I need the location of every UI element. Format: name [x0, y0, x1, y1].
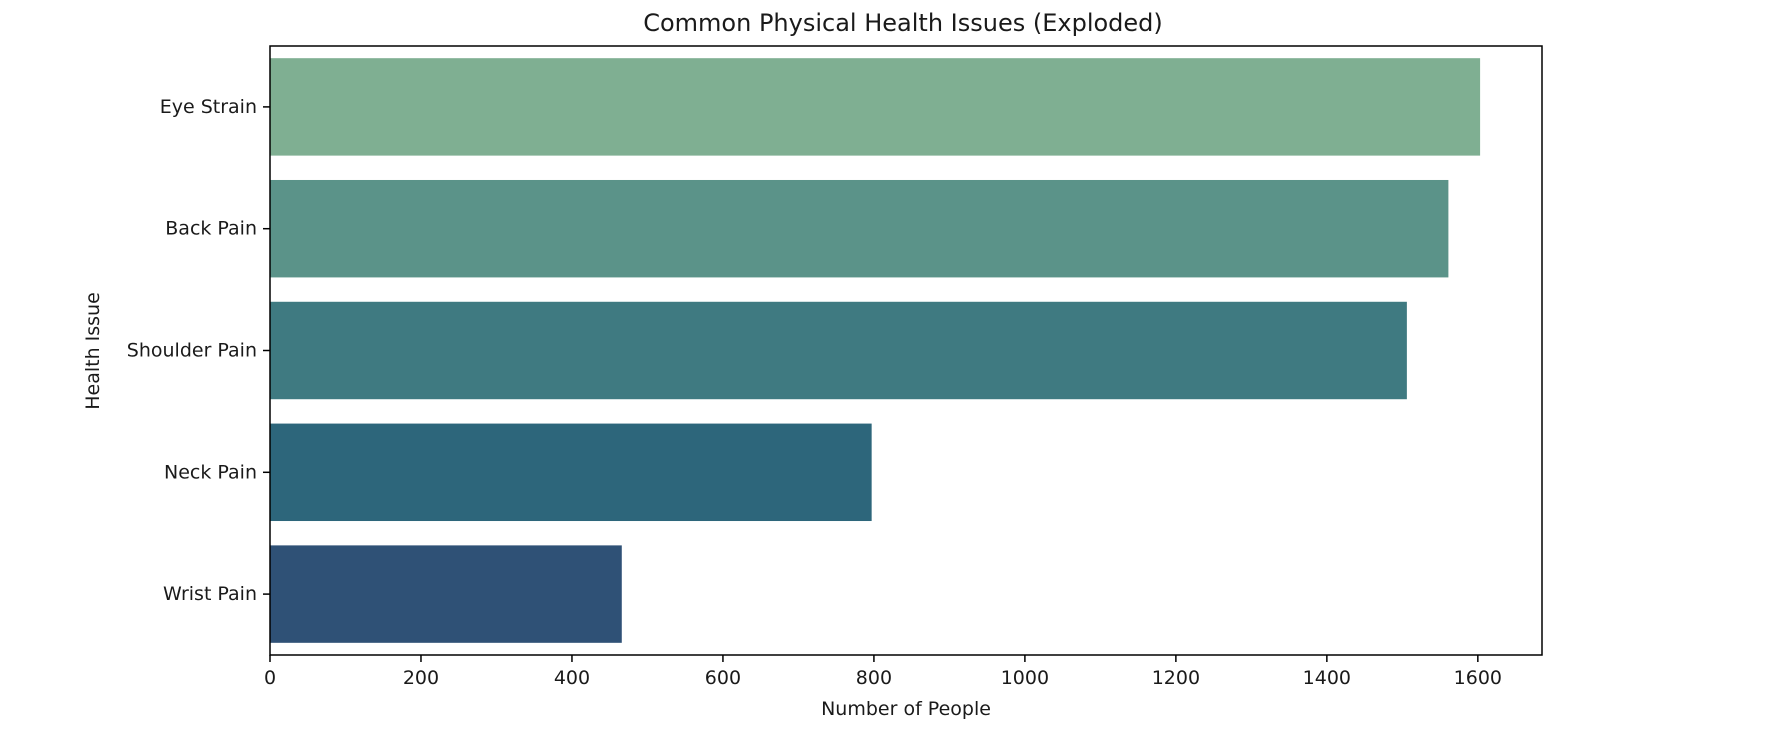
- y-axis-label: Health Issue: [82, 292, 104, 410]
- x-tick-label: 1200: [1152, 667, 1200, 689]
- x-tick-label: 800: [856, 667, 892, 689]
- y-tick-label: Back Pain: [165, 218, 257, 240]
- bar-wrist-pain: [270, 545, 622, 643]
- x-tick-label: 1600: [1454, 667, 1502, 689]
- x-axis-label: Number of People: [821, 698, 991, 720]
- y-axis-ticks: Eye Strain Back Pain Shoulder Pain Neck Pai…: [127, 96, 270, 605]
- bar-back-pain: [270, 179, 1449, 278]
- bar-eye-strain: [270, 58, 1481, 156]
- y-tick-label: Eye Strain: [160, 96, 257, 118]
- y-tick-label: Shoulder Pain: [127, 340, 257, 362]
- x-tick-label: 1000: [1001, 667, 1049, 689]
- x-tick-label: 600: [705, 667, 741, 689]
- x-tick-label: 1400: [1303, 667, 1351, 689]
- x-axis-ticks: 0 200 400 600 800 1000 1200 1400 1600: [264, 655, 1502, 689]
- chart-title: Common Physical Health Issues (Exploded): [643, 9, 1163, 37]
- x-tick-label: 400: [554, 667, 590, 689]
- y-tick-label: Wrist Pain: [163, 583, 257, 605]
- x-tick-label: 0: [264, 667, 276, 689]
- x-tick-label: 200: [403, 667, 439, 689]
- bar-shoulder-pain: [270, 301, 1407, 400]
- y-tick-label: Neck Pain: [164, 461, 257, 483]
- bar-neck-pain: [270, 423, 872, 522]
- bars-layer: [270, 58, 1481, 643]
